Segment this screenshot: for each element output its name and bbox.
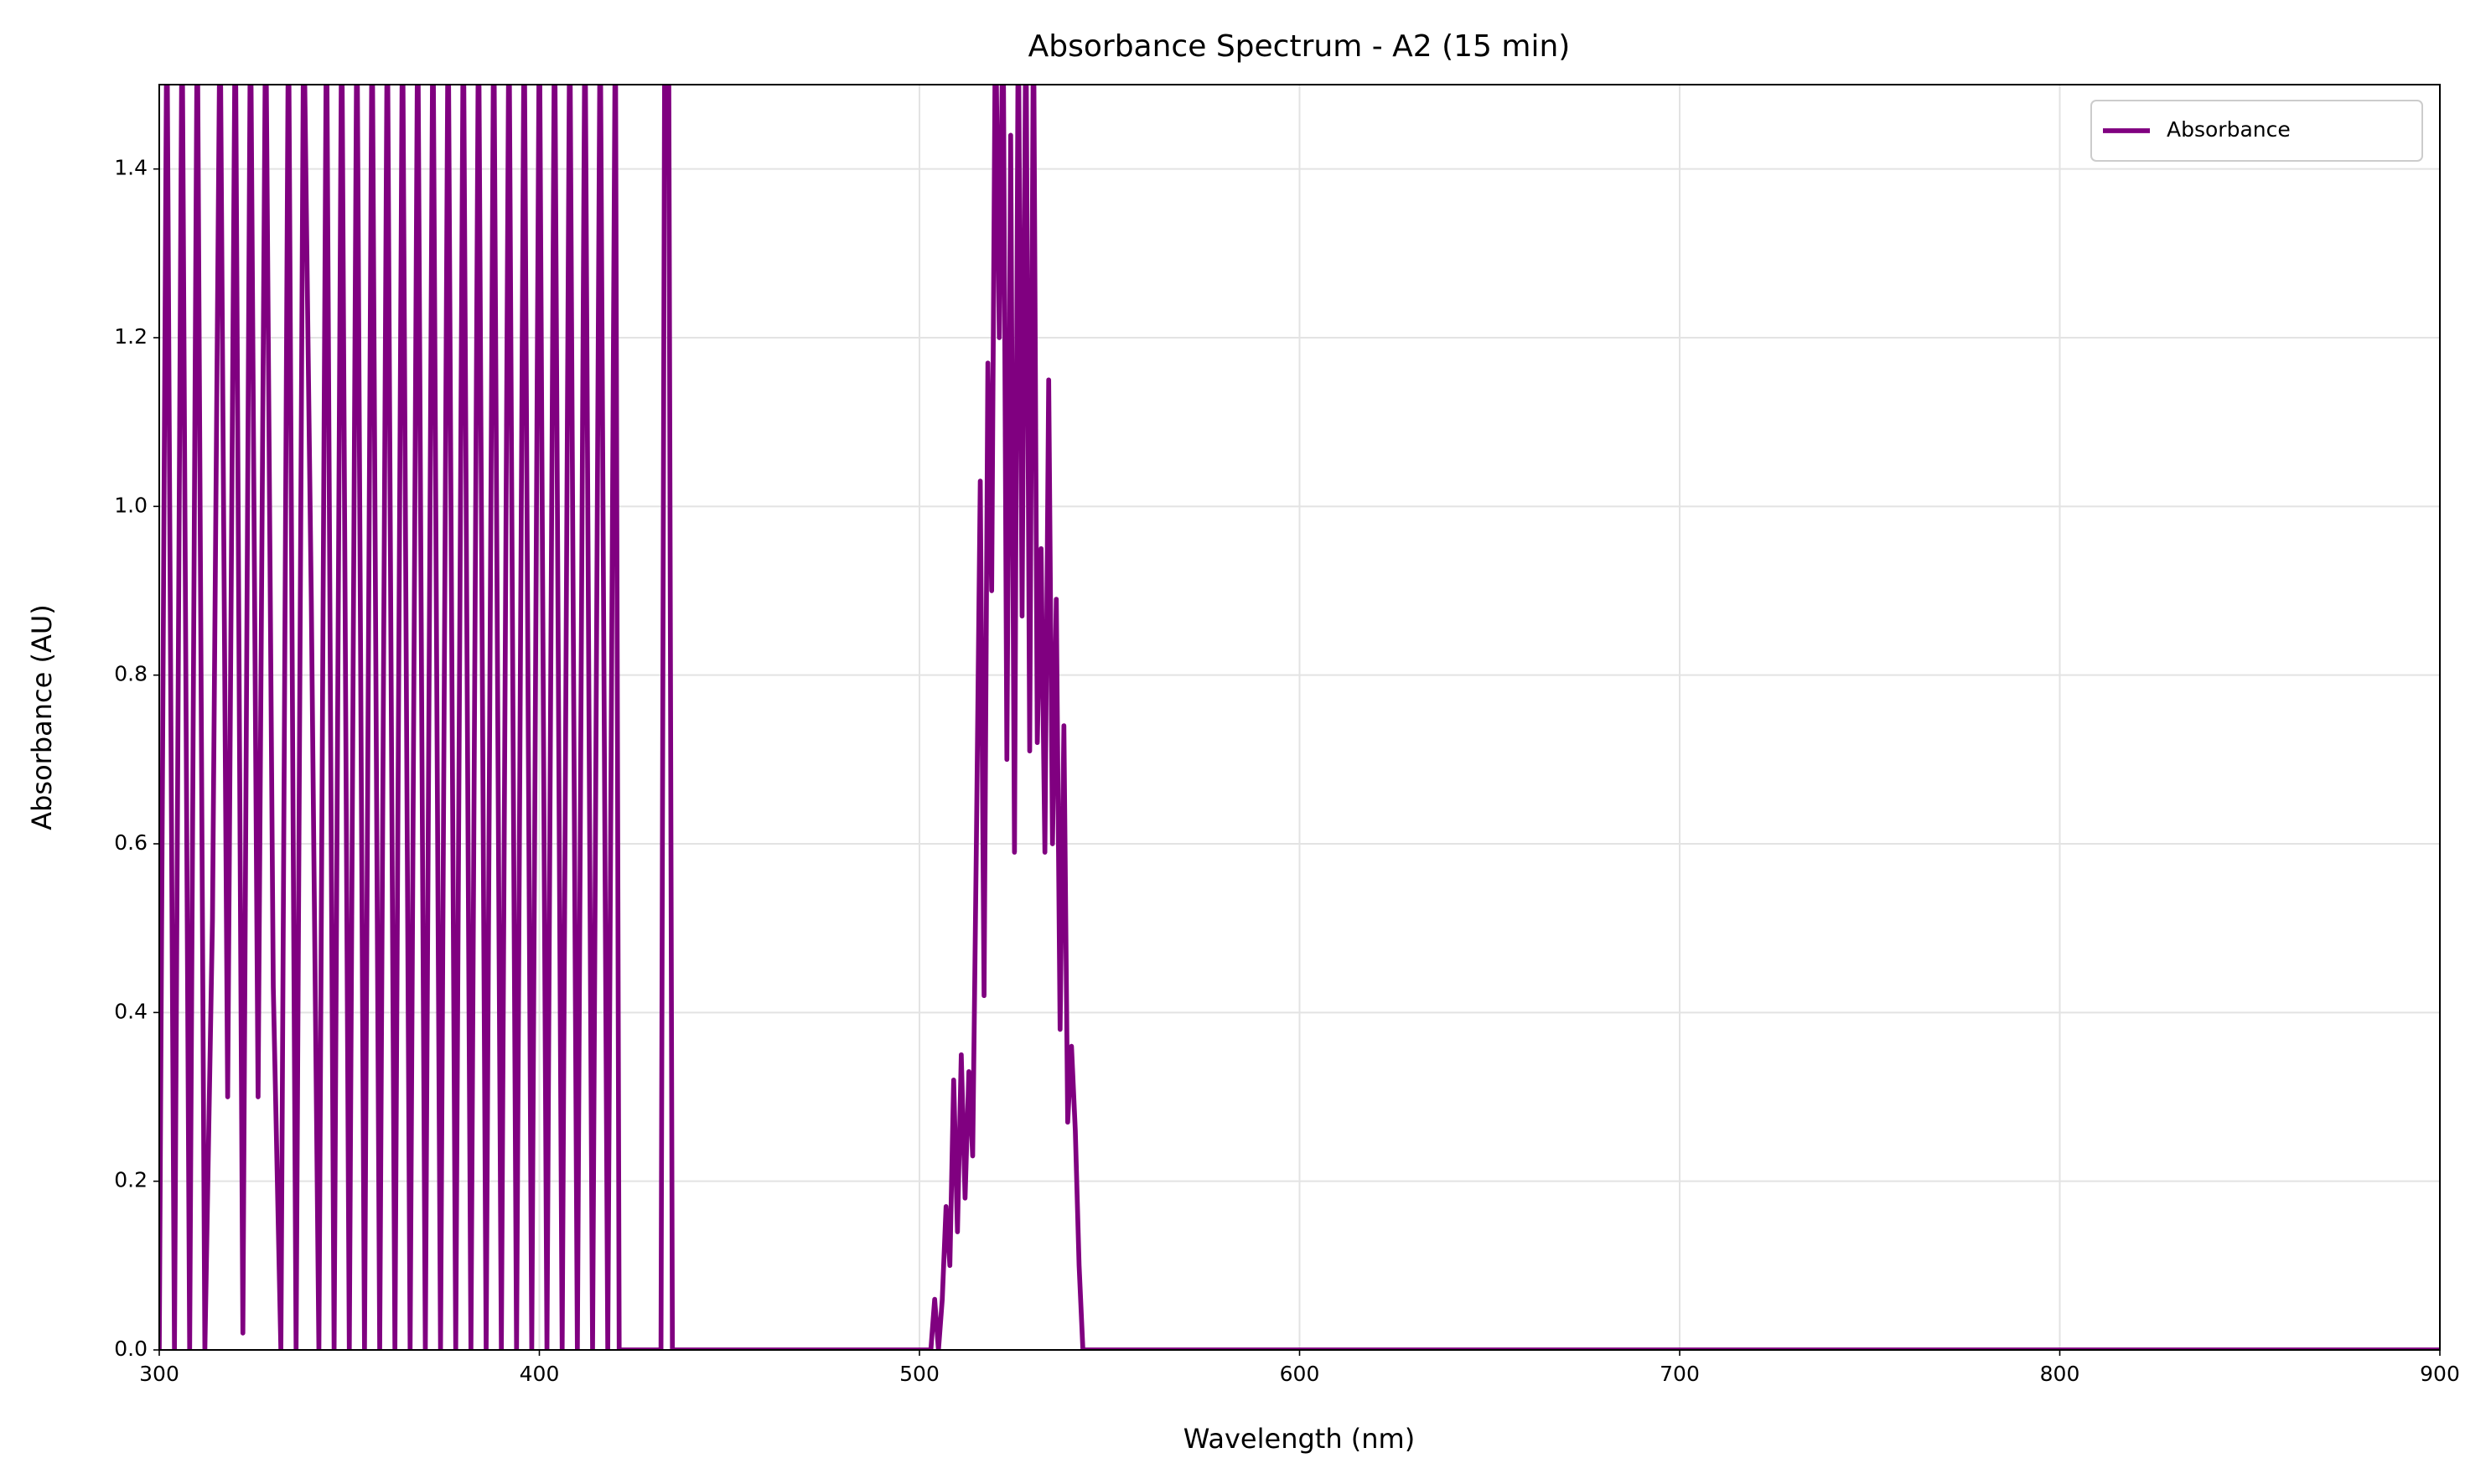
chart-title: Absorbance Spectrum - A2 (15 min)	[1028, 29, 1571, 64]
y-tick-label: 1.2	[114, 324, 148, 349]
y-tick-label: 0.8	[114, 662, 148, 686]
legend-box	[2090, 100, 2423, 162]
y-tick-label: 0.2	[114, 1168, 148, 1192]
x-tick-label: 400	[520, 1362, 560, 1386]
legend-label: Absorbance	[2167, 117, 2291, 142]
y-axis-label: Absorbance (AU)	[26, 604, 58, 830]
x-axis-label: Wavelength (nm)	[1183, 1423, 1415, 1455]
y-tick-label: 0.4	[114, 999, 148, 1023]
y-tick-label: 1.4	[114, 156, 148, 180]
x-tick-label: 500	[899, 1362, 940, 1386]
y-tick-label: 1.0	[114, 493, 148, 517]
data-line	[159, 85, 2440, 1350]
y-tick-label: 0.0	[114, 1337, 148, 1361]
x-tick-label: 700	[1660, 1362, 1700, 1386]
y-tick-label: 0.6	[114, 830, 148, 855]
x-tick-label: 600	[1280, 1362, 1320, 1386]
plot-area	[159, 85, 2440, 1350]
x-tick-label: 300	[139, 1362, 179, 1386]
plot-frame	[158, 84, 2441, 1351]
x-tick-label: 900	[2420, 1362, 2460, 1386]
x-tick-label: 800	[2040, 1362, 2080, 1386]
